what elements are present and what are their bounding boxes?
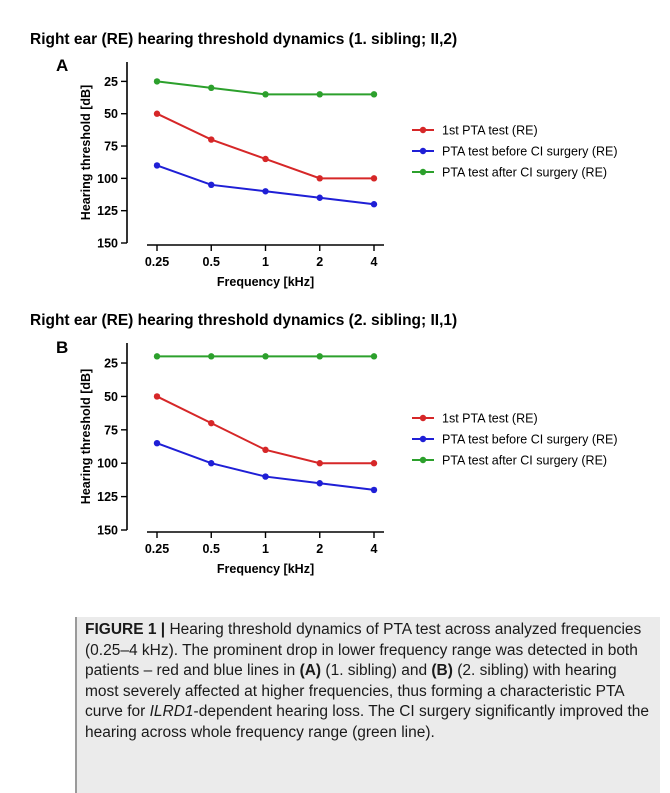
data-point <box>370 486 378 494</box>
series-line <box>156 395 374 465</box>
data-point <box>262 473 269 480</box>
y-tick-label: 50 <box>104 390 118 404</box>
x-tick-label: 4 <box>371 255 378 269</box>
data-point <box>153 439 161 447</box>
panel-label: B <box>56 338 68 357</box>
x-axis-title: Frequency [kHz] <box>217 275 314 289</box>
data-point <box>370 91 378 98</box>
legend-label: PTA test after CI surgery (RE) <box>442 166 607 180</box>
x-tick-label: 4 <box>371 542 378 556</box>
panel-label: A <box>56 56 68 75</box>
x-tick-label: 2 <box>316 542 323 556</box>
y-tick-label: 75 <box>104 423 118 437</box>
y-tick-label: 100 <box>97 457 118 471</box>
data-point <box>153 393 161 400</box>
data-point <box>153 162 161 169</box>
data-point <box>262 91 269 98</box>
data-point <box>262 155 269 163</box>
data-point <box>316 175 323 182</box>
x-tick-label: 0.25 <box>145 255 169 269</box>
y-axis-title: Hearing threshold [dB] <box>79 85 93 220</box>
caption-rule <box>75 617 77 793</box>
data-point <box>153 110 161 117</box>
legend-label: 1st PTA test (RE) <box>442 124 538 138</box>
figure-label: FIGURE 1 | <box>85 621 166 638</box>
y-tick-label: 75 <box>104 140 118 154</box>
legend-label: PTA test before CI surgery (RE) <box>442 145 618 159</box>
data-point <box>370 201 378 208</box>
caption-text-1: Hearing threshold dynamics of PTA test a… <box>85 621 642 680</box>
data-point <box>262 353 269 360</box>
x-tick-label: 0.25 <box>145 542 169 556</box>
chart-title: Right ear (RE) hearing threshold dynamic… <box>30 312 457 329</box>
y-tick-label: 150 <box>97 524 118 538</box>
y-tick-label: 25 <box>104 357 118 371</box>
panel-b-chart: Right ear (RE) hearing threshold dynamic… <box>30 312 618 576</box>
data-point <box>370 460 378 467</box>
caption-text-2: (1. sibling) and <box>321 662 432 680</box>
series-line <box>156 112 374 180</box>
data-point <box>208 136 215 143</box>
data-point <box>208 419 215 427</box>
panel-a-chart: Right ear (RE) hearing threshold dynamic… <box>30 31 618 289</box>
data-point <box>370 353 378 360</box>
legend-label: PTA test before CI surgery (RE) <box>442 433 618 447</box>
legend-swatch-marker <box>419 414 427 422</box>
data-point <box>208 460 215 467</box>
x-tick-label: 1 <box>262 542 269 556</box>
data-point <box>208 84 215 92</box>
legend-swatch-marker <box>419 147 427 155</box>
data-point <box>316 460 323 467</box>
y-tick-label: 125 <box>97 490 118 504</box>
data-point <box>370 175 378 182</box>
x-tick-label: 1 <box>262 255 269 269</box>
y-tick-label: 150 <box>97 237 118 251</box>
data-point <box>262 188 269 195</box>
legend-swatch-marker <box>419 435 427 443</box>
data-point <box>153 353 161 360</box>
data-point <box>208 181 215 189</box>
data-point <box>262 446 269 454</box>
data-point <box>153 78 161 85</box>
data-point <box>316 91 323 98</box>
data-point <box>316 353 323 360</box>
x-tick-label: 0.5 <box>203 542 220 556</box>
chart-title: Right ear (RE) hearing threshold dynamic… <box>30 31 457 48</box>
caption-ref-a: (A) <box>299 662 322 680</box>
legend-swatch-marker <box>419 168 427 176</box>
caption-text-3: (2. sibling) with hearing most severely … <box>85 662 624 721</box>
y-axis-title: Hearing threshold [dB] <box>79 369 93 504</box>
caption-gene: ILRD1 <box>149 703 194 721</box>
y-tick-label: 125 <box>97 204 118 218</box>
x-tick-label: 0.5 <box>203 255 220 269</box>
legend-label: PTA test after CI surgery (RE) <box>442 454 607 468</box>
caption-background <box>75 617 660 793</box>
y-tick-label: 100 <box>97 172 118 186</box>
data-point <box>316 480 323 487</box>
figure-charts: Right ear (RE) hearing threshold dynamic… <box>30 31 618 576</box>
data-point <box>316 194 323 201</box>
y-tick-label: 50 <box>104 107 118 121</box>
legend-swatch-marker <box>419 456 427 464</box>
series-line <box>156 164 375 206</box>
legend-label: 1st PTA test (RE) <box>442 412 538 426</box>
figure-caption: FIGURE 1 | Hearing threshold dynamics of… <box>85 620 650 744</box>
x-tick-label: 2 <box>316 255 323 269</box>
x-axis-title: Frequency [kHz] <box>217 562 314 576</box>
caption-ref-b: (B) <box>431 662 453 680</box>
data-point <box>208 353 215 360</box>
y-tick-label: 25 <box>104 75 118 89</box>
caption-text-4: -dependent hearing loss. The CI surgery … <box>85 703 650 741</box>
legend-swatch-marker <box>419 126 427 134</box>
